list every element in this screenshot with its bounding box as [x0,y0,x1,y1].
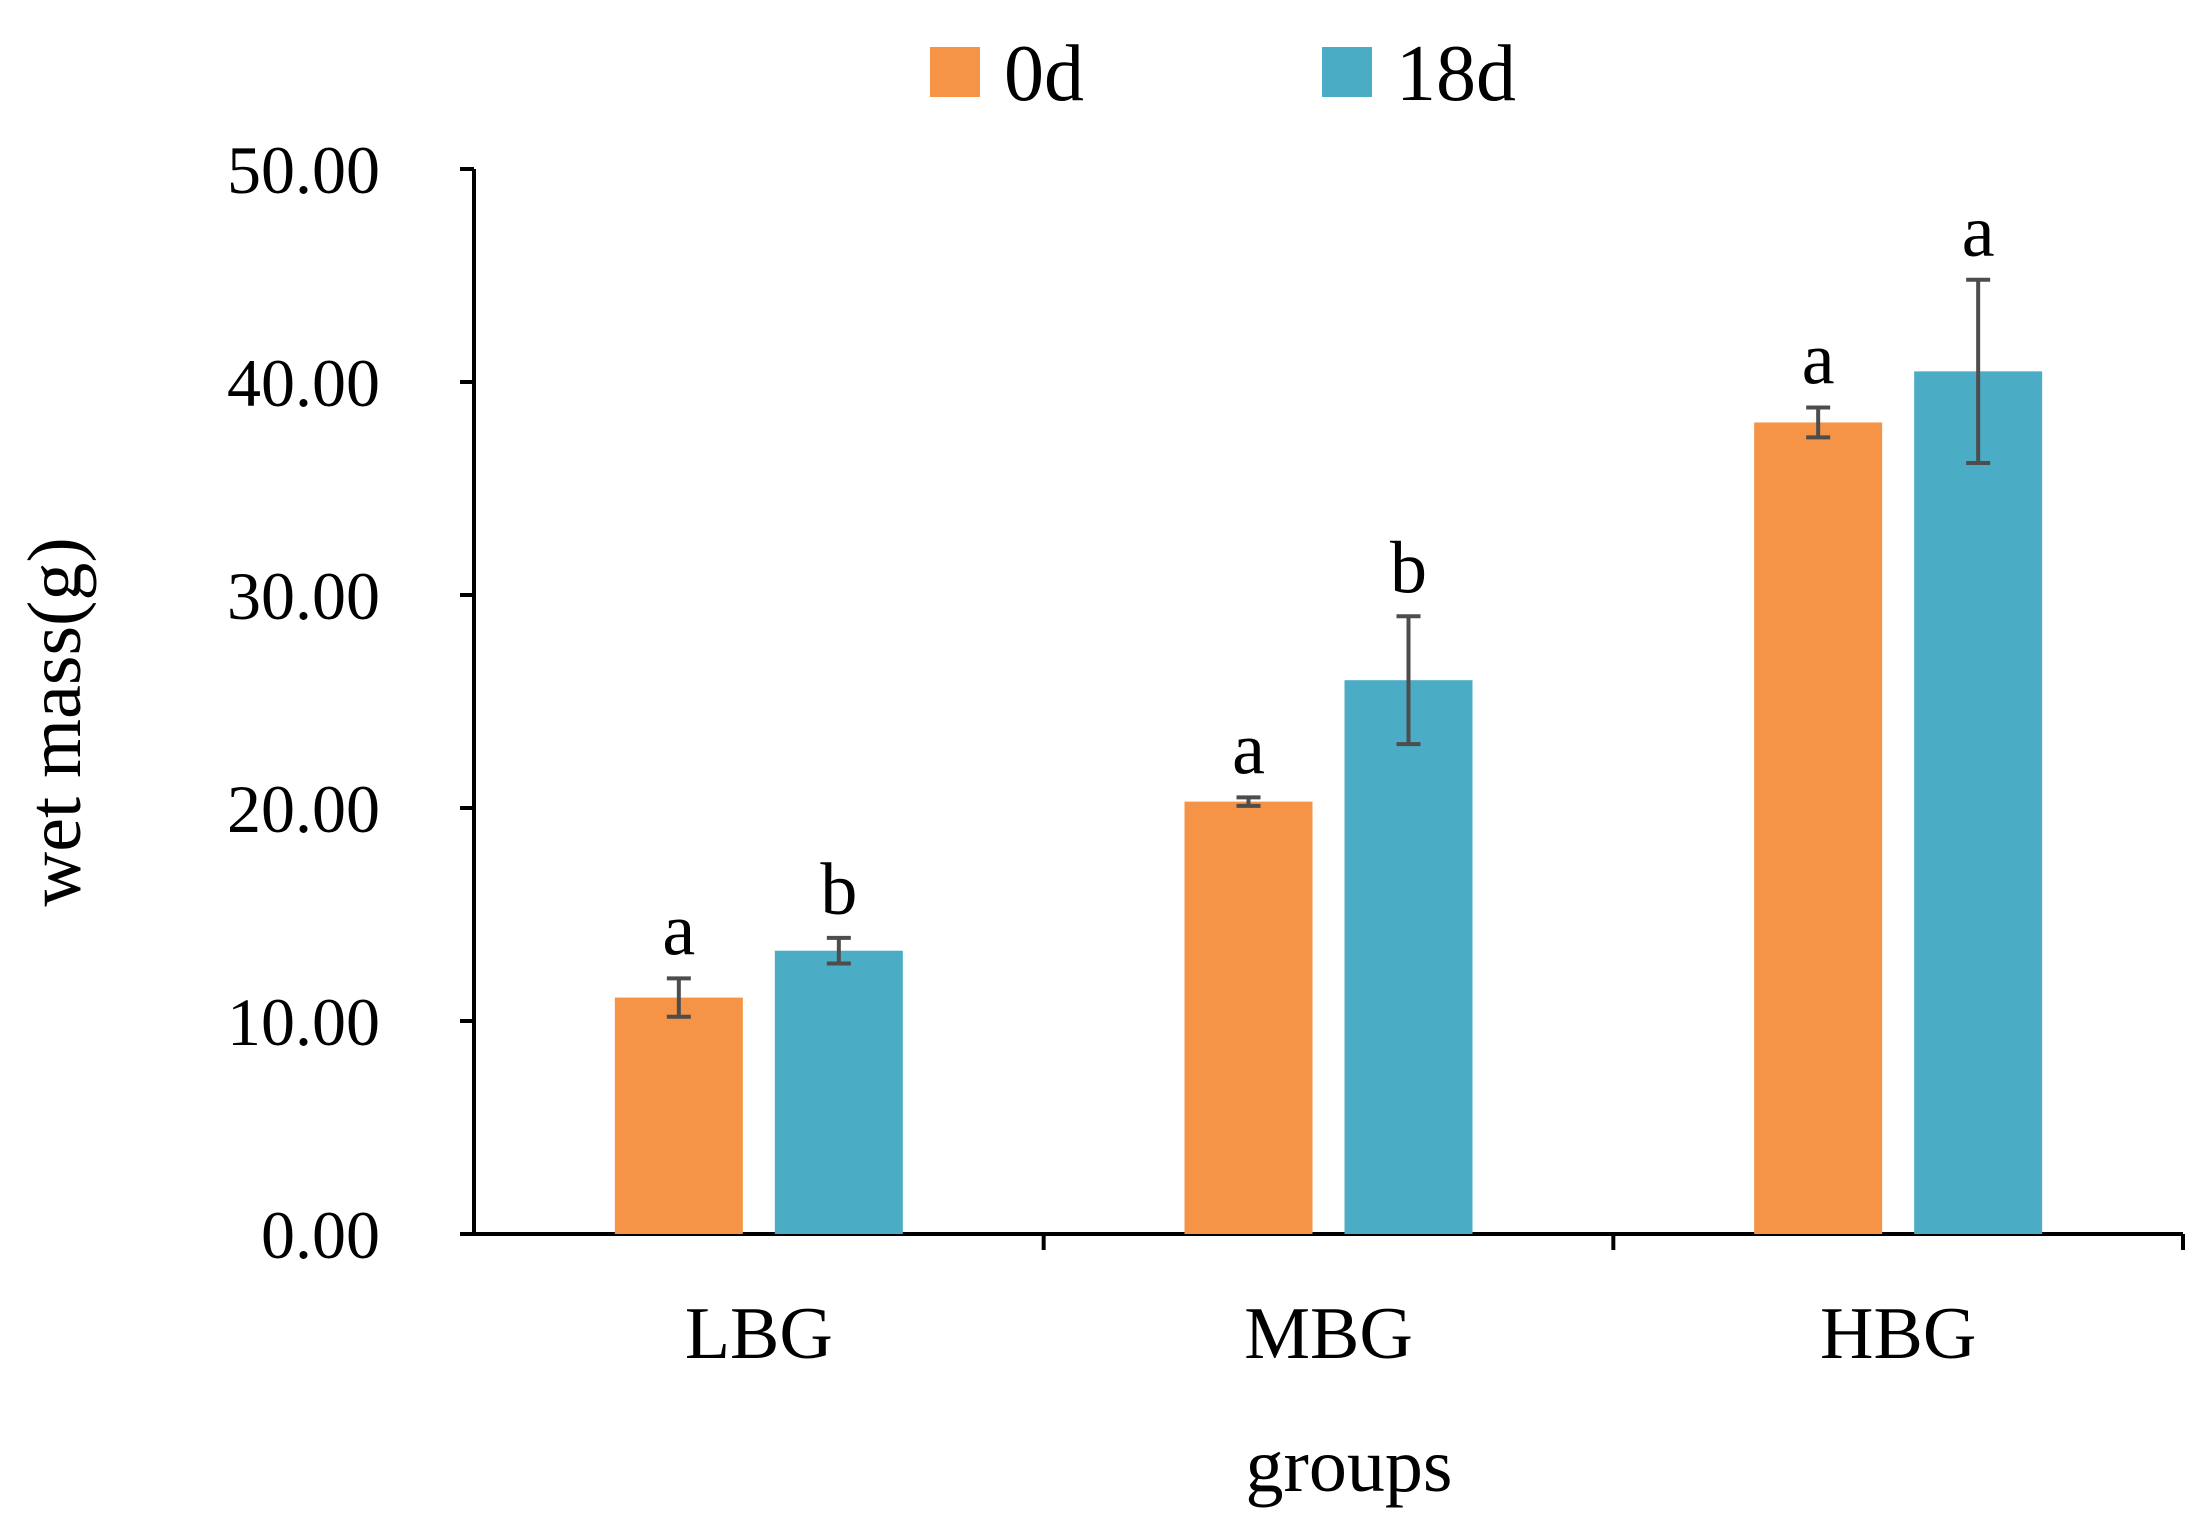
y-tick-label: 20.00 [227,771,380,847]
significance-label: a [1802,319,1835,401]
bar-0d-LBG [614,997,743,1234]
error-bars [666,277,1991,1019]
bar-18d-LBG [774,950,903,1234]
significance-label: b [820,849,857,931]
y-tick-label: 40.00 [227,345,380,421]
y-tick-label: 30.00 [227,558,380,634]
significance-label: a [1962,191,1995,273]
bar-18d-HBG [1914,371,2043,1235]
legend-label: 18d [1396,30,1516,118]
y-axis: 0.00 10.00 20.00 30.00 40.00 50.00 [227,132,476,1273]
bar-0d-HBG [1754,422,1883,1235]
significance-label: a [662,889,695,971]
y-tick-label: 50.00 [227,132,380,208]
y-tick-label: 0.00 [261,1197,380,1273]
significance-label: a [1232,708,1265,790]
x-axis-title: groups [1246,1424,1453,1508]
y-tick-label: 10.00 [227,984,380,1060]
significance-labels: a a a b b a [662,191,1994,972]
x-tick-label: LBG [685,1293,833,1375]
x-tick-label: MBG [1244,1293,1413,1375]
bar-0d-MBG [1184,801,1313,1234]
x-tick-label: HBG [1820,1293,1976,1375]
bar-18d-MBG [1344,680,1473,1234]
legend-label: 0d [1004,30,1084,118]
legend-swatch-0d [930,47,980,97]
significance-label: b [1390,527,1427,609]
bars [614,371,2043,1235]
legend: 0d 18d [930,30,1516,118]
x-axis: LBG MBG HBG [474,1232,2185,1375]
y-axis-title: wet mass(g) [13,537,97,906]
legend-swatch-18d [1322,47,1372,97]
